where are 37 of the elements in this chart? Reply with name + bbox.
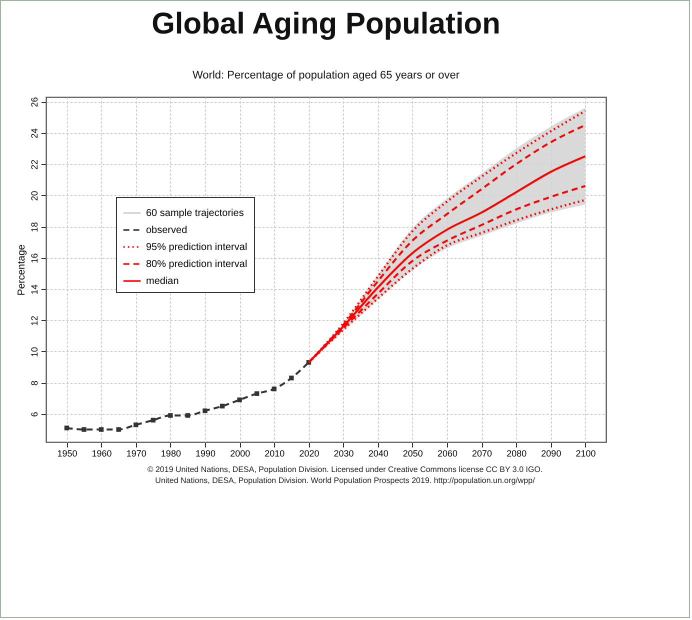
x-tick-label: 2050 [402,448,423,458]
y-tick-label: 20 [30,190,40,201]
text: United Nations, DESA, Population Division. World Population Prospects 2019. http://population.un.org/wpp/ [154,475,536,486]
x-tick-label: 2100 [576,448,596,458]
x-tick-label: 2020 [299,448,320,458]
y-tick-label: 16 [30,253,40,264]
x-tick-label: 1970 [126,448,146,458]
x-tick-label: 2070 [472,448,492,458]
legend-label: observed [146,225,188,236]
y-tick-label: 24 [30,128,40,138]
x-tick-label: 2080 [506,448,527,458]
y-tick-label: 8 [30,380,40,386]
x-tick-label: 1950 [57,448,78,458]
legend-label: 80% prediction interval [146,259,248,270]
x-tick-label: 2000 [230,448,250,458]
y-tick-label: 18 [30,222,40,232]
x-tick-label: 2090 [541,448,562,458]
y-tick-label: 12 [30,316,40,326]
y-tick-label: 14 [30,284,40,295]
x-tick-label: 1980 [160,448,181,458]
x-tick-label: 2040 [368,448,388,458]
chart-title: Global Aging Population [152,8,500,41]
x-tick-label: 1960 [92,448,112,458]
y-tick-label: 10 [30,346,40,357]
legend-label: 95% prediction interval [146,242,248,253]
y-tick-label: 26 [30,97,40,108]
x-tick-label: 1990 [195,448,216,458]
y-tick-label: 6 [30,412,40,417]
legend-label: median [146,276,179,287]
chart-subtitle: World: Percentage of population aged 65 years or over [192,70,460,82]
text: © 2019 United Nations, DESA, Population Division. Licensed under Creative Commons license CC BY 3.0 IGO. [146,464,544,475]
x-tick-label: 2030 [334,448,354,458]
x-tick-label: 2060 [437,448,458,458]
y-axis-title: Percentage [16,244,28,296]
x-tick-label: 2010 [264,448,285,458]
legend-label: 60 sample trajectories [146,208,244,219]
y-tick-label: 22 [30,160,40,170]
